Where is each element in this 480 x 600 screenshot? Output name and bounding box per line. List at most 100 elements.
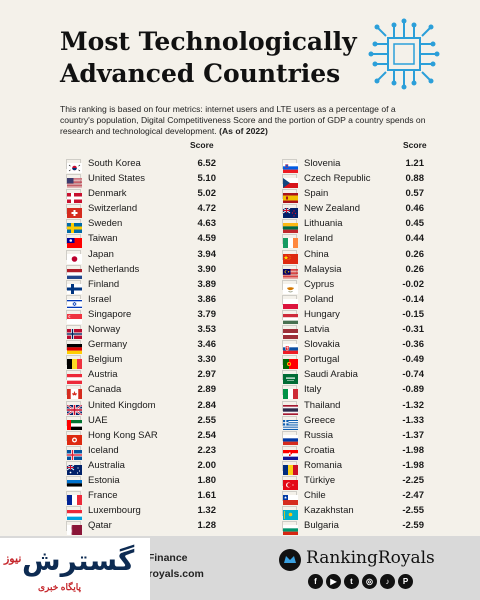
flag-lt-icon — [282, 219, 298, 234]
flag-fi-icon — [66, 279, 82, 294]
country-score: 3.79 — [197, 308, 217, 320]
country-name: Finland — [88, 278, 120, 290]
country-score: 4.59 — [197, 233, 217, 245]
youtube-icon[interactable]: ▶ — [326, 574, 341, 589]
ranking-row: Germany 3.46 — [60, 338, 217, 355]
pinterest-icon[interactable]: P — [398, 574, 413, 589]
country-name: Slovakia — [304, 339, 340, 351]
ranking-row: Greece -1.33 — [276, 414, 424, 430]
ranking-row: Slovenia 1.21 — [276, 157, 424, 173]
flag-se-icon — [66, 219, 82, 234]
country-name: Hungary — [304, 308, 340, 320]
ranking-row: Belgium 3.30 — [60, 353, 217, 370]
country-name: South Korea — [88, 158, 141, 169]
flag-ee-icon — [66, 475, 82, 490]
country-name: Estonia — [88, 474, 120, 486]
country-name: Bulgaria — [304, 520, 339, 532]
country-name: Slovenia — [304, 158, 341, 169]
ranking-row: Qatar 1.28 — [60, 519, 216, 536]
flag-gr-icon — [282, 415, 298, 430]
country-score: 3.30 — [197, 354, 217, 366]
country-score: 0.88 — [405, 173, 425, 185]
ranking-row: Italy -0.89 — [276, 383, 424, 400]
country-name: Australia — [88, 459, 125, 471]
flag-ae-icon — [66, 415, 82, 430]
facebook-icon[interactable]: f — [308, 574, 323, 589]
country-score: 4.72 — [197, 203, 217, 215]
ranking-row: Singapore 3.79 — [60, 308, 217, 324]
flag-tr-icon — [282, 475, 298, 490]
country-score: 2.84 — [197, 399, 217, 411]
country-name: United States — [88, 173, 146, 185]
country-name: Qatar — [88, 520, 112, 532]
country-score: -0.89 — [402, 384, 424, 396]
tiktok-icon[interactable]: ♪ — [380, 574, 395, 589]
country-score: 2.54 — [197, 429, 217, 441]
country-score: -2.55 — [402, 505, 424, 517]
country-score: -1.37 — [402, 429, 424, 441]
description: This ranking is based on four metrics: i… — [60, 104, 432, 137]
ranking-row: Cyprus -0.02 — [276, 278, 424, 294]
flag-de-icon — [66, 340, 82, 355]
country-name: Taiwan — [88, 233, 118, 245]
instagram-icon[interactable]: ◎ — [362, 574, 377, 589]
ranking-row: Estonia 1.80 — [60, 474, 217, 490]
country-score: 3.53 — [197, 324, 217, 336]
country-name: United Kingdom — [88, 399, 156, 411]
flag-hr-icon — [282, 445, 298, 460]
ranking-row: Saudi Arabia -0.74 — [276, 368, 424, 385]
country-name: Czech Republic — [304, 173, 371, 185]
country-name: New Zealand — [304, 203, 360, 215]
ranking-row: Austria 2.97 — [60, 368, 217, 385]
flag-my-icon — [282, 264, 298, 278]
country-score: 2.00 — [197, 459, 217, 471]
country-score: -1.98 — [402, 459, 424, 471]
country-name: Canada — [88, 384, 122, 396]
twitter-icon[interactable]: t — [344, 574, 359, 589]
flag-nz-icon — [282, 204, 298, 219]
country-name: Luxembourg — [88, 505, 141, 517]
ranking-row: Thailand -1.32 — [276, 399, 424, 415]
country-name: Belgium — [88, 354, 123, 366]
country-score: 3.90 — [197, 263, 217, 275]
country-name: Netherlands — [88, 263, 140, 275]
ranking-row: Taiwan 4.59 — [60, 232, 217, 249]
country-name: China — [304, 248, 329, 260]
country-score: -1.33 — [402, 414, 424, 426]
ranking-row: Ireland 0.44 — [276, 232, 424, 249]
flag-be-icon — [66, 355, 82, 370]
country-name: Spain — [304, 188, 329, 200]
flag-il-icon — [66, 294, 82, 309]
country-score: 2.97 — [197, 369, 217, 381]
flag-ch-icon — [66, 204, 82, 219]
ranking-rows-right: Slovenia 1.21 Czech Republic 0.88 Spain 0.57 N… — [276, 157, 425, 536]
flag-hk-icon — [66, 430, 82, 445]
country-name: Croatia — [304, 444, 335, 456]
description-text: This ranking is based on four metrics: i… — [60, 104, 426, 136]
ranking-row: Russia -1.37 — [276, 429, 424, 445]
country-name: Singapore — [88, 308, 132, 320]
ranking-row: Poland -0.14 — [276, 293, 424, 309]
country-name: Kazakhstan — [304, 505, 354, 517]
country-name: Sweden — [88, 218, 123, 230]
country-name: Iceland — [88, 444, 119, 456]
ranking-row: Romania -1.98 — [276, 459, 424, 475]
country-score: -1.32 — [402, 399, 424, 411]
country-score: 5.10 — [197, 173, 217, 185]
footer-website[interactable]: groyals.com — [142, 568, 204, 580]
flag-lu-icon — [66, 506, 82, 521]
flag-gb-icon — [66, 400, 83, 416]
flag-kz-icon — [282, 506, 298, 521]
ranking-row: United States 5.10 — [60, 172, 217, 188]
flag-sa-icon — [282, 370, 298, 385]
country-score: 0.26 — [405, 248, 425, 260]
ranking-row: Finland 3.89 — [60, 278, 216, 294]
country-score: 1.32 — [197, 505, 217, 517]
footer-source: l Finance — [142, 552, 188, 564]
flag-ro-icon — [282, 460, 298, 475]
country-name: Lithuania — [304, 218, 343, 230]
country-score: 1.80 — [197, 474, 217, 486]
ranking-row: Spain 0.57 — [276, 187, 424, 204]
country-score: 3.46 — [197, 339, 217, 351]
country-name: Japan — [88, 248, 114, 260]
